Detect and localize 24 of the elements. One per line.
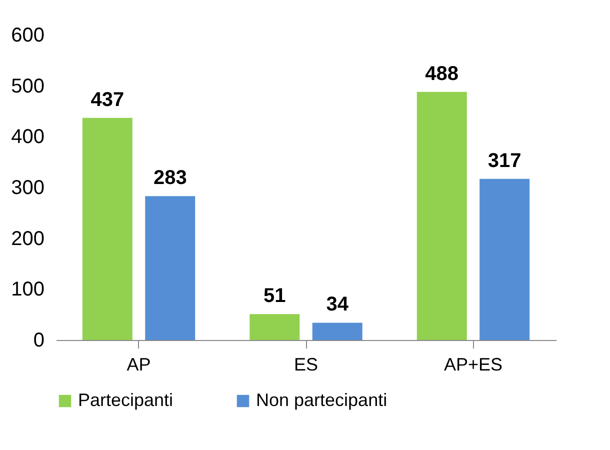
- data-label: 437: [90, 88, 124, 111]
- bar: [145, 196, 196, 340]
- bar: [416, 92, 467, 340]
- x-tick-label: AP: [126, 354, 151, 374]
- y-tick-label: 100: [11, 278, 44, 301]
- x-tick-label: AP+ES: [444, 354, 502, 374]
- bar: [312, 322, 362, 340]
- data-label: 488: [425, 62, 459, 85]
- y-tick-label: 0: [33, 330, 44, 352]
- legend-label: Non partecipanti: [256, 390, 388, 410]
- data-label: 51: [264, 285, 286, 308]
- bar: [82, 118, 132, 340]
- bar: [480, 178, 530, 340]
- data-label: 317: [488, 150, 522, 172]
- y-tick-label: 300: [11, 177, 44, 199]
- y-tick-label: 600: [11, 24, 44, 46]
- data-label: 34: [326, 294, 350, 316]
- x-tick-label: ES: [294, 354, 318, 374]
- y-tick-label: 500: [11, 75, 44, 98]
- y-tick-label: 200: [11, 228, 44, 250]
- y-tick-label: 400: [11, 126, 44, 148]
- legend-label: Partecipanti: [78, 390, 174, 410]
- data-label: 283: [153, 167, 187, 190]
- bar: [250, 314, 300, 340]
